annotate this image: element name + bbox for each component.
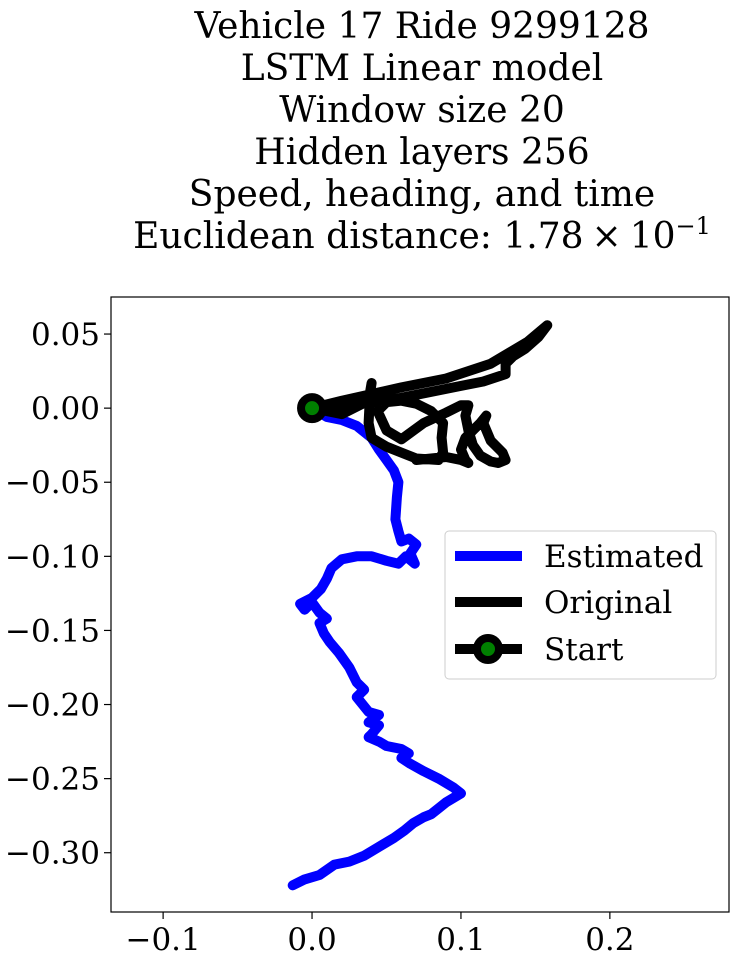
y-tick-label: 0.05: [31, 317, 100, 353]
y-tick-label: −0.25: [5, 762, 100, 798]
y-tick-label: −0.20: [5, 688, 100, 724]
axes-frame: [110, 296, 730, 913]
title-metric-base: 10: [630, 216, 676, 257]
x-tick-label: −0.1: [125, 922, 200, 958]
plot-series: [287, 320, 553, 891]
title-metric-prefix: Euclidean distance: 1.78: [133, 216, 583, 257]
y-tick-label: −0.15: [5, 613, 100, 649]
plot-area: [287, 320, 553, 891]
title-metric-times: ×: [592, 216, 622, 257]
y-tick-label: −0.30: [5, 836, 100, 872]
chart-title: Vehicle 17 Ride 9299128 LSTM Linear mode…: [133, 6, 711, 257]
title-metric-line: Euclidean distance: 1.78 × 10−1: [133, 212, 711, 257]
title-line-2: LSTM Linear model: [241, 48, 604, 89]
title-line-3: Window size 20: [279, 90, 565, 131]
legend: Estimated Original Start: [444, 530, 717, 680]
legend-start-marker: [473, 634, 503, 664]
y-tick-label: −0.05: [5, 465, 100, 501]
x-tick-label: 0.0: [287, 922, 336, 958]
title-metric-exponent: −1: [676, 212, 711, 240]
y-tick-label: −0.10: [5, 539, 100, 575]
legend-label-start: Start: [544, 632, 624, 668]
title-line-4: Hidden layers 256: [254, 132, 589, 173]
axes: −0.1 0.0 0.1 0.2 0.05 0.00 −0.05 −0.10 −0.15 −0.2…: [5, 296, 730, 958]
start-marker: [297, 393, 328, 424]
legend-label-original: Original: [544, 585, 672, 621]
series-line-original: [307, 320, 553, 468]
y-tick-label: 0.00: [31, 391, 100, 427]
legend-label-estimated: Estimated: [544, 539, 703, 575]
title-line-5: Speed, heading, and time: [189, 174, 655, 215]
x-tick-label: 0.2: [585, 922, 634, 958]
series-line-estimated: [287, 403, 466, 891]
legend-box: [444, 530, 717, 680]
title-line-1: Vehicle 17 Ride 9299128: [193, 6, 649, 47]
x-tick-label: 0.1: [436, 922, 485, 958]
